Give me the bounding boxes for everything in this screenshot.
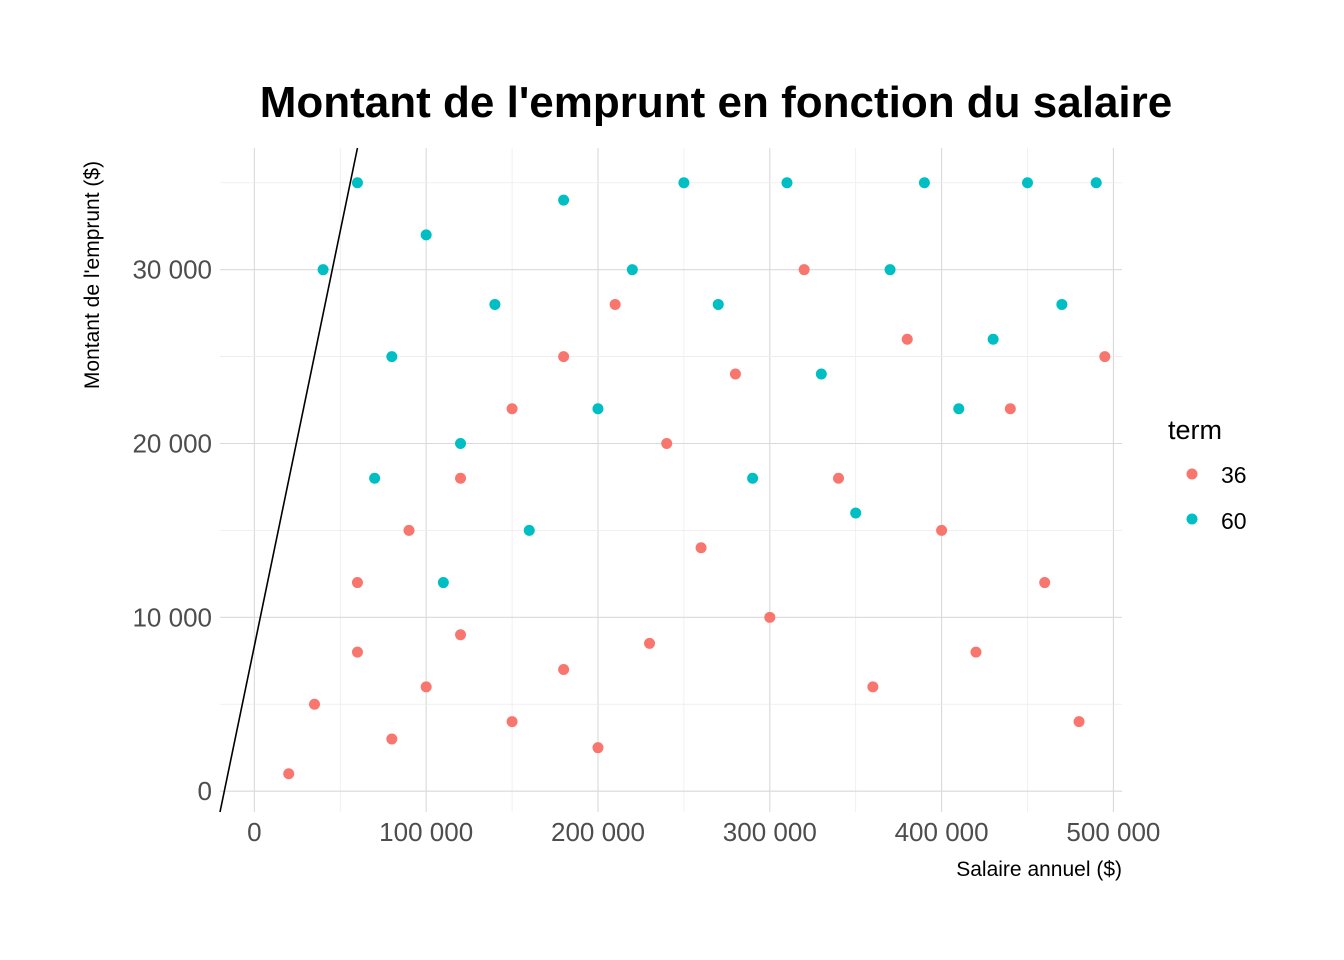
- x-tick-label: 0: [247, 817, 261, 847]
- point-term-36: [609, 298, 621, 310]
- legend-key-60: [1186, 513, 1198, 525]
- point-term-36: [867, 681, 879, 693]
- x-tick-label: 500 000: [1066, 817, 1160, 847]
- x-tick-label: 400 000: [895, 817, 989, 847]
- grid: [220, 148, 1122, 812]
- point-term-60: [523, 524, 535, 536]
- point-term-60: [626, 264, 638, 276]
- point-term-60: [351, 177, 363, 189]
- point-term-36: [644, 637, 656, 649]
- point-term-60: [592, 403, 604, 415]
- point-term-36: [695, 542, 707, 554]
- x-axis-label: Salaire annuel ($): [956, 858, 1122, 881]
- point-term-60: [1022, 177, 1034, 189]
- point-term-36: [420, 681, 432, 693]
- point-term-60: [781, 177, 793, 189]
- point-term-36: [936, 524, 948, 536]
- point-term-36: [661, 437, 673, 449]
- reference-line-group: [219, 147, 359, 813]
- point-term-60: [712, 298, 724, 310]
- point-term-60: [317, 264, 329, 276]
- point-term-60: [437, 577, 449, 589]
- series-60: [317, 177, 1102, 589]
- point-term-36: [1004, 403, 1016, 415]
- y-tick-label: 20 000: [132, 428, 212, 458]
- point-term-36: [308, 698, 320, 710]
- point-term-36: [506, 716, 518, 728]
- point-term-36: [1073, 716, 1085, 728]
- point-term-60: [987, 333, 999, 345]
- point-term-36: [798, 264, 810, 276]
- legend-label-36: 36: [1221, 462, 1247, 488]
- legend-label-60: 60: [1221, 508, 1247, 534]
- point-term-36: [506, 403, 518, 415]
- point-term-36: [351, 646, 363, 658]
- point-term-36: [592, 742, 604, 754]
- point-term-36: [558, 351, 570, 363]
- point-term-60: [369, 472, 381, 484]
- point-term-36: [386, 733, 398, 745]
- point-term-60: [558, 194, 570, 206]
- legend: term 36 60: [1168, 415, 1247, 534]
- point-term-60: [747, 472, 759, 484]
- point-term-36: [729, 368, 741, 380]
- point-term-36: [970, 646, 982, 658]
- scatter-points: [283, 177, 1111, 780]
- y-tick-label: 10 000: [132, 602, 212, 632]
- point-term-60: [1090, 177, 1102, 189]
- point-term-36: [901, 333, 913, 345]
- point-term-60: [489, 298, 501, 310]
- point-term-36: [455, 472, 467, 484]
- point-term-60: [953, 403, 965, 415]
- point-term-36: [351, 577, 363, 589]
- legend-key-36: [1186, 468, 1198, 480]
- y-axis-ticks: 0 10 000 20 000 30 000: [132, 255, 212, 806]
- point-term-36: [283, 768, 295, 780]
- point-term-36: [1099, 351, 1111, 363]
- point-term-60: [815, 368, 827, 380]
- y-tick-label: 30 000: [132, 255, 212, 285]
- y-axis-label: Montant de l'emprunt ($): [81, 161, 104, 389]
- point-term-36: [833, 472, 845, 484]
- point-term-60: [918, 177, 930, 189]
- point-term-60: [1056, 298, 1068, 310]
- point-term-36: [764, 611, 776, 623]
- reference-line: [219, 147, 359, 813]
- chart-title: Montant de l'emprunt en fonction du sala…: [260, 78, 1173, 127]
- point-term-60: [386, 351, 398, 363]
- y-tick-label: 0: [198, 776, 212, 806]
- point-term-60: [678, 177, 690, 189]
- point-term-60: [884, 264, 896, 276]
- point-term-36: [455, 629, 467, 641]
- point-term-60: [420, 229, 432, 241]
- point-term-36: [558, 663, 570, 675]
- x-tick-label: 200 000: [551, 817, 645, 847]
- point-term-60: [455, 437, 467, 449]
- x-tick-label: 300 000: [723, 817, 817, 847]
- x-tick-label: 100 000: [379, 817, 473, 847]
- point-term-36: [403, 524, 415, 536]
- point-term-60: [850, 507, 862, 519]
- legend-title: term: [1168, 415, 1222, 445]
- point-term-36: [1039, 577, 1051, 589]
- series-36: [283, 264, 1111, 780]
- x-axis-ticks: 0 100 000 200 000 300 000 400 000 500 000: [247, 817, 1160, 847]
